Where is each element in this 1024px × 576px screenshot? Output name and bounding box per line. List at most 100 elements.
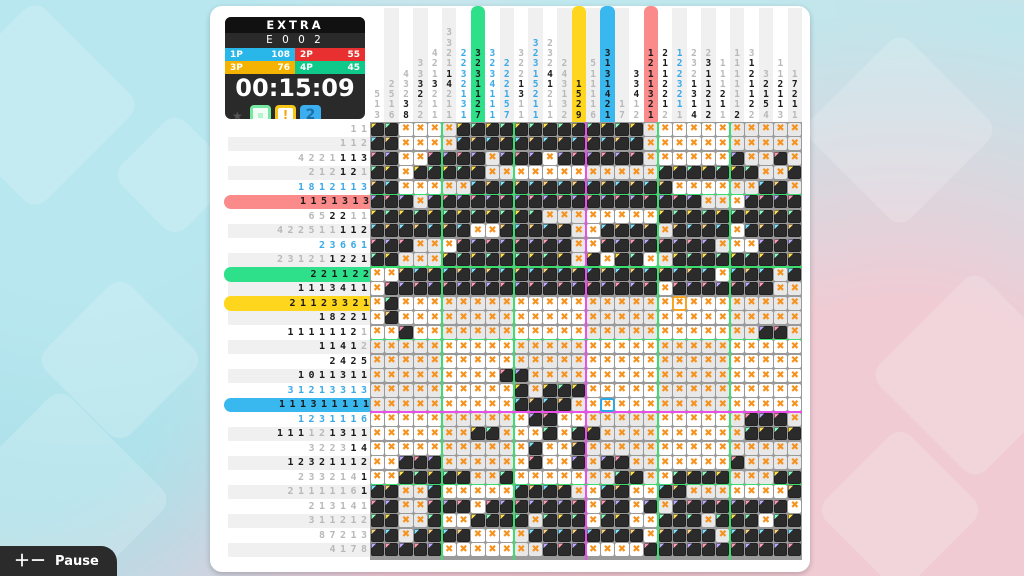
grid-cell-r10-c8[interactable]: [485, 267, 499, 282]
grid-cell-r20-c5[interactable]: ✖: [442, 412, 456, 427]
grid-cell-r27-c27[interactable]: ✖: [759, 514, 773, 529]
grid-cell-r9-c13[interactable]: [557, 253, 571, 268]
grid-cell-r3-c7[interactable]: [471, 166, 485, 181]
grid-cell-r15-c15[interactable]: ✖: [586, 340, 600, 355]
grid-cell-r12-c10[interactable]: ✖: [514, 296, 528, 311]
mistake-icon[interactable]: ! ✓: [275, 105, 296, 119]
grid-cell-r8-c18[interactable]: [629, 238, 643, 253]
grid-cell-r19-c14[interactable]: ✖: [572, 398, 586, 413]
grid-cell-r3-c25[interactable]: [730, 166, 744, 181]
grid-cell-r27-c24[interactable]: [716, 514, 730, 529]
grid-cell-r4-c24[interactable]: ✖: [716, 180, 730, 195]
grid-cell-r19-c22[interactable]: ✖: [687, 398, 701, 413]
grid-cell-r26-c5[interactable]: [442, 499, 456, 514]
grid-cell-r26-c22[interactable]: [687, 499, 701, 514]
grid-cell-r16-c12[interactable]: ✖: [543, 354, 557, 369]
grid-cell-r16-c24[interactable]: ✖: [716, 354, 730, 369]
grid-cell-r11-c26[interactable]: [744, 282, 759, 297]
pause-label[interactable]: Pause: [55, 553, 99, 569]
grid-cell-r1-c19[interactable]: ✖: [644, 137, 658, 152]
grid-cell-r2-c11[interactable]: [528, 151, 543, 166]
grid-cell-r20-c2[interactable]: ✖: [399, 412, 413, 427]
grid-cell-r25-c28[interactable]: ✖: [773, 485, 787, 500]
grid-cell-r25-c5[interactable]: ✖: [442, 485, 456, 500]
grid-cell-r23-c13[interactable]: ✖: [557, 456, 571, 471]
grid-cell-r9-c5[interactable]: [442, 253, 456, 268]
grid-cell-r11-c10[interactable]: [514, 282, 528, 297]
grid-cell-r0-c25[interactable]: ✖: [730, 122, 744, 137]
grid-cell-r10-c19[interactable]: [644, 267, 658, 282]
grid-cell-r2-c2[interactable]: ✖: [399, 151, 413, 166]
grid-cell-r12-c7[interactable]: ✖: [471, 296, 485, 311]
grid-cell-r0-c8[interactable]: [485, 122, 499, 137]
grid-cell-r21-c3[interactable]: ✖: [413, 427, 427, 442]
grid-cell-r9-c9[interactable]: [500, 253, 514, 268]
grid-cell-r1-c14[interactable]: [572, 137, 586, 152]
grid-cell-r17-c24[interactable]: ✖: [716, 369, 730, 384]
grid-cell-r23-c23[interactable]: ✖: [701, 456, 715, 471]
grid-cell-r17-c7[interactable]: ✖: [471, 369, 485, 384]
grid-cell-r28-c23[interactable]: [701, 528, 715, 543]
grid-cell-r16-c15[interactable]: ✖: [586, 354, 600, 369]
grid-cell-r23-c14[interactable]: [572, 456, 586, 471]
grid-cell-r5-c2[interactable]: [399, 195, 413, 210]
grid-cell-r19-c26[interactable]: ✖: [744, 398, 759, 413]
grid-cell-r9-c3[interactable]: ✖: [413, 253, 427, 268]
grid-cell-r11-c20[interactable]: ✖: [658, 282, 672, 297]
grid-cell-r7-c10[interactable]: [514, 224, 528, 239]
grid-cell-r23-c7[interactable]: ✖: [471, 456, 485, 471]
grid-cell-r2-c1[interactable]: [384, 151, 399, 166]
grid-cell-r29-c17[interactable]: ✖: [615, 543, 629, 558]
grid-cell-r16-c25[interactable]: ✖: [730, 354, 744, 369]
grid-cell-r10-c18[interactable]: [629, 267, 643, 282]
grid-cell-r0-c5[interactable]: ✖: [442, 122, 456, 137]
grid-cell-r27-c18[interactable]: ✖: [629, 514, 643, 529]
grid-cell-r7-c4[interactable]: [428, 224, 442, 239]
grid-cell-r8-c21[interactable]: [672, 238, 687, 253]
grid-cell-r18-c8[interactable]: ✖: [485, 383, 499, 398]
grid-cell-r22-c29[interactable]: ✖: [788, 441, 802, 456]
grid-cell-r5-c9[interactable]: [500, 195, 514, 210]
grid-cell-r19-c3[interactable]: ✖: [413, 398, 427, 413]
grid-cell-r6-c1[interactable]: [384, 209, 399, 224]
grid-cell-r8-c27[interactable]: [759, 238, 773, 253]
grid-cell-r16-c14[interactable]: ✖: [572, 354, 586, 369]
grid-cell-r24-c5[interactable]: [442, 470, 456, 485]
grid-cell-r16-c5[interactable]: ✖: [442, 354, 456, 369]
grid-cell-r13-c26[interactable]: ✖: [744, 311, 759, 326]
grid-cell-r11-c2[interactable]: [399, 282, 413, 297]
grid-cell-r9-c28[interactable]: [773, 253, 787, 268]
grid-cell-r25-c15[interactable]: ✖: [586, 485, 600, 500]
grid-cell-r10-c20[interactable]: [658, 267, 672, 282]
grid-cell-r11-c29[interactable]: ✖: [788, 282, 802, 297]
grid-cell-r14-c2[interactable]: [399, 325, 413, 340]
grid-cell-r8-c22[interactable]: [687, 238, 701, 253]
grid-cell-r1-c15[interactable]: [586, 137, 600, 152]
grid-cell-r12-c27[interactable]: ✖: [759, 296, 773, 311]
grid-cell-r10-c29[interactable]: [788, 267, 802, 282]
grid-cell-r28-c2[interactable]: ✖: [399, 528, 413, 543]
grid-cell-r16-c22[interactable]: ✖: [687, 354, 701, 369]
grid-cell-r13-c25[interactable]: ✖: [730, 311, 744, 326]
grid-cell-r4-c29[interactable]: ✖: [788, 180, 802, 195]
grid-cell-r10-c3[interactable]: [413, 267, 427, 282]
grid-cell-r24-c17[interactable]: [615, 470, 629, 485]
grid-cell-r14-c0[interactable]: ✖: [370, 325, 384, 340]
grid-cell-r3-c16[interactable]: ✖: [600, 166, 615, 181]
grid-cell-r19-c9[interactable]: ✖: [500, 398, 514, 413]
grid-cell-r13-c22[interactable]: ✖: [687, 311, 701, 326]
grid-cell-r0-c28[interactable]: ✖: [773, 122, 787, 137]
grid-cell-r7-c5[interactable]: [442, 224, 456, 239]
grid-cell-r3-c6[interactable]: [456, 166, 471, 181]
grid-cell-r16-c16[interactable]: ✖: [600, 354, 615, 369]
grid-cell-r6-c29[interactable]: [788, 209, 802, 224]
grid-cell-r13-c10[interactable]: ✖: [514, 311, 528, 326]
grid-cell-r13-c11[interactable]: ✖: [528, 311, 543, 326]
grid-cell-r28-c5[interactable]: [442, 528, 456, 543]
grid-cell-r3-c23[interactable]: [701, 166, 715, 181]
grid-cell-r15-c13[interactable]: ✖: [557, 340, 571, 355]
grid-cell-r19-c4[interactable]: ✖: [428, 398, 442, 413]
grid-cell-r7-c7[interactable]: ✖: [471, 224, 485, 239]
grid-cell-r19-c18[interactable]: ✖: [629, 398, 643, 413]
grid-cell-r13-c20[interactable]: ✖: [658, 311, 672, 326]
